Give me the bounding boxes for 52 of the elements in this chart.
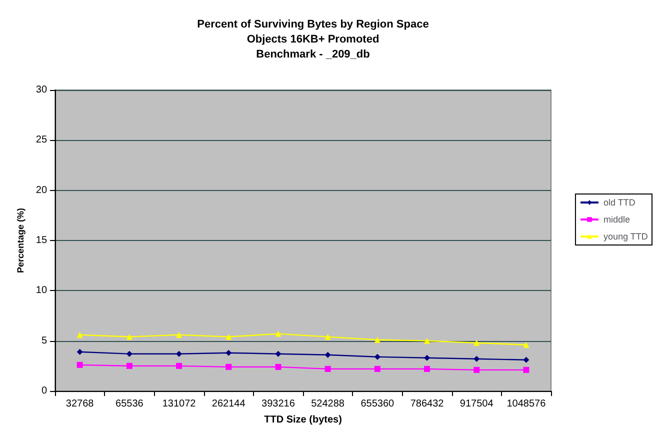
x-tick-label: 1048576 — [506, 398, 546, 410]
point — [176, 362, 182, 369]
x-axis-title: TTD Size (bytes) — [264, 414, 342, 426]
legend-label: middle — [603, 214, 630, 224]
point — [176, 332, 182, 338]
point — [424, 338, 430, 344]
point — [424, 366, 430, 372]
x-tick-label: 786432 — [410, 398, 444, 410]
point — [226, 364, 232, 370]
point — [324, 334, 331, 340]
y-tick-label: 20 — [36, 184, 48, 196]
x-tick-label: 65536 — [116, 398, 144, 410]
x-tick-label: 32768 — [66, 398, 94, 410]
point — [523, 356, 530, 363]
point — [324, 366, 331, 372]
point — [126, 334, 132, 340]
point — [523, 342, 530, 348]
point — [275, 364, 282, 370]
point — [324, 352, 331, 358]
y-tick-label: 30 — [36, 84, 48, 96]
legend-label: old TTD — [603, 198, 636, 208]
y-tick-label: 15 — [36, 235, 48, 246]
y-tick-label: 10 — [36, 285, 48, 296]
point — [374, 366, 380, 372]
point — [76, 332, 83, 338]
point — [275, 350, 282, 357]
chart-title: Percent of Surviving Bytes by Region Space Objects 16KB+ Promoted Benchmark - _209_db — [197, 18, 429, 60]
legend-label: young TTD — [603, 232, 648, 242]
y-tick-label: 5 — [41, 335, 48, 346]
point — [474, 340, 480, 346]
point — [474, 366, 480, 373]
point — [76, 362, 83, 368]
point — [226, 334, 232, 340]
y-tick-label: 0 — [41, 386, 48, 396]
x-tick-label: 917504 — [460, 398, 494, 410]
point — [126, 350, 132, 357]
x-tick-label: 131072 — [162, 398, 196, 410]
x-tick-label: 524288 — [311, 398, 345, 410]
point — [275, 330, 282, 337]
x-tick-label: 655360 — [360, 398, 395, 410]
x-tick-label: 262144 — [212, 398, 246, 410]
y-axis-title: Percentage (%) — [16, 208, 26, 274]
point — [126, 362, 132, 369]
point — [176, 350, 182, 357]
point — [76, 348, 83, 355]
y-tick-label: 25 — [36, 134, 48, 146]
point — [523, 366, 530, 373]
point — [474, 356, 480, 362]
point — [226, 350, 232, 356]
point — [374, 354, 380, 360]
point — [374, 336, 380, 343]
x-tick-label: 393216 — [262, 398, 296, 410]
